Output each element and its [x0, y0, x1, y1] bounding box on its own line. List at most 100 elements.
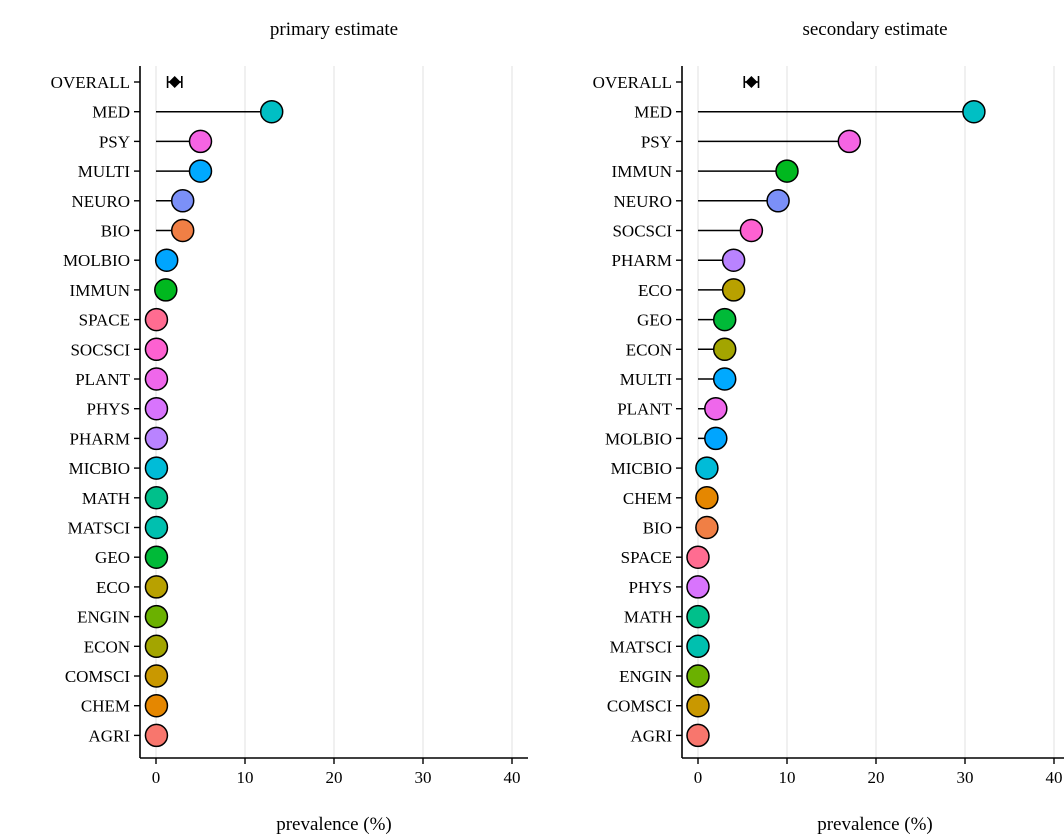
x-tick-label: 40: [504, 768, 521, 787]
category-label-neuro: NEURO: [71, 192, 130, 211]
gridlines: [697, 66, 1055, 758]
overall-estimate-marker: [743, 76, 760, 88]
point-pharm: [721, 248, 746, 272]
point-neuro: [170, 189, 195, 213]
point-micbio: [144, 456, 169, 480]
panel-primary-estimate: primary estimate prevalence (%) 0 10 20 30 4…: [51, 19, 528, 835]
diamond-marker: [745, 76, 758, 88]
point-eco: [721, 278, 746, 302]
category-label-phys: PHYS: [629, 578, 672, 597]
point-psy: [837, 129, 862, 154]
point-immun: [775, 159, 799, 183]
category-label-space: SPACE: [79, 311, 130, 330]
category-label-overall: OVERALL: [593, 73, 672, 92]
point-molbio: [154, 248, 179, 272]
category-label-engin: ENGIN: [619, 667, 672, 686]
x-tick-label: 40: [1046, 768, 1063, 787]
category-label-geo: GEO: [637, 311, 672, 330]
category-label-molbio: MOLBIO: [605, 429, 672, 448]
category-label-math: MATH: [82, 489, 130, 508]
point-plant: [704, 396, 728, 421]
category-label-socsci: SOCSCI: [70, 340, 130, 359]
overall-estimate-marker: [166, 76, 183, 88]
point-comsci: [686, 693, 710, 718]
category-label-chem: CHEM: [623, 489, 672, 508]
category-label-pharm: PHARM: [70, 429, 130, 448]
point-molbio: [704, 426, 728, 451]
point-bio: [170, 218, 195, 243]
point-engin: [144, 604, 169, 629]
category-label-pharm: PHARM: [612, 251, 672, 270]
x-tick-label: 0: [694, 768, 703, 787]
x-axis-title: prevalence (%): [817, 814, 933, 835]
point-comsci: [144, 664, 169, 688]
category-label-overall: OVERALL: [51, 73, 130, 92]
point-pharm: [144, 426, 169, 451]
point-med: [259, 99, 284, 124]
point-psy: [188, 129, 213, 154]
point-econ: [712, 337, 737, 362]
x-tick-label: 30: [957, 768, 974, 787]
category-label-bio: BIO: [643, 519, 672, 538]
category-label-engin: ENGIN: [77, 608, 130, 627]
x-tick-label: 10: [779, 768, 796, 787]
category-label-med: MED: [92, 103, 130, 122]
point-geo: [144, 545, 169, 569]
chart-title: secondary estimate: [802, 19, 947, 40]
category-label-med: MED: [634, 103, 672, 122]
category-label-eco: ECO: [96, 578, 130, 597]
category-label-comsci: COMSCI: [65, 667, 131, 686]
category-label-space: SPACE: [621, 548, 672, 567]
point-micbio: [695, 456, 719, 480]
point-agri: [686, 723, 710, 748]
point-matsci: [144, 515, 169, 540]
category-label-geo: GEO: [95, 548, 130, 567]
x-tick-label: 30: [415, 768, 432, 787]
category-label-plant: PLANT: [75, 370, 130, 389]
x-tick-label: 20: [868, 768, 885, 787]
category-label-psy: PSY: [99, 132, 130, 151]
point-space: [144, 307, 169, 332]
point-econ: [144, 634, 169, 659]
category-label-micbio: MICBIO: [69, 459, 130, 478]
category-label-agri: AGRI: [630, 726, 672, 745]
point-chem: [695, 486, 719, 510]
category-label-immun: IMMUN: [70, 281, 130, 300]
category-label-multi: MULTI: [620, 370, 673, 389]
category-label-eco: ECO: [638, 281, 672, 300]
category-label-econ: ECON: [626, 340, 672, 359]
point-chem: [144, 693, 169, 718]
category-label-psy: PSY: [641, 132, 672, 151]
category-label-multi: MULTI: [78, 162, 131, 181]
point-bio: [695, 515, 719, 540]
panel-secondary-estimate: secondary estimate prevalence (%) 0 10 20 3…: [593, 19, 1064, 835]
category-label-chem: CHEM: [81, 697, 130, 716]
point-socsci: [739, 218, 764, 243]
point-agri: [144, 723, 169, 748]
category-label-socsci: SOCSCI: [612, 222, 672, 241]
x-tick-label: 0: [152, 768, 161, 787]
point-multi: [712, 367, 737, 391]
point-multi: [188, 159, 213, 183]
x-tick-label: 20: [326, 768, 343, 787]
category-label-neuro: NEURO: [613, 192, 672, 211]
point-engin: [686, 664, 710, 688]
x-axis-title: prevalence (%): [276, 814, 392, 835]
category-label-immun: IMMUN: [612, 162, 672, 181]
category-label-micbio: MICBIO: [611, 459, 672, 478]
point-neuro: [766, 189, 790, 213]
point-math: [686, 604, 710, 629]
point-matsci: [686, 634, 710, 659]
chart-title: primary estimate: [270, 19, 398, 40]
point-geo: [712, 307, 737, 332]
point-eco: [144, 575, 169, 599]
category-label-econ: ECON: [84, 637, 130, 656]
point-math: [144, 486, 169, 510]
category-label-math: MATH: [624, 608, 672, 627]
category-label-agri: AGRI: [88, 726, 130, 745]
point-phys: [686, 575, 710, 599]
category-label-bio: BIO: [101, 222, 130, 241]
category-label-plant: PLANT: [617, 400, 672, 419]
point-socsci: [144, 337, 169, 362]
